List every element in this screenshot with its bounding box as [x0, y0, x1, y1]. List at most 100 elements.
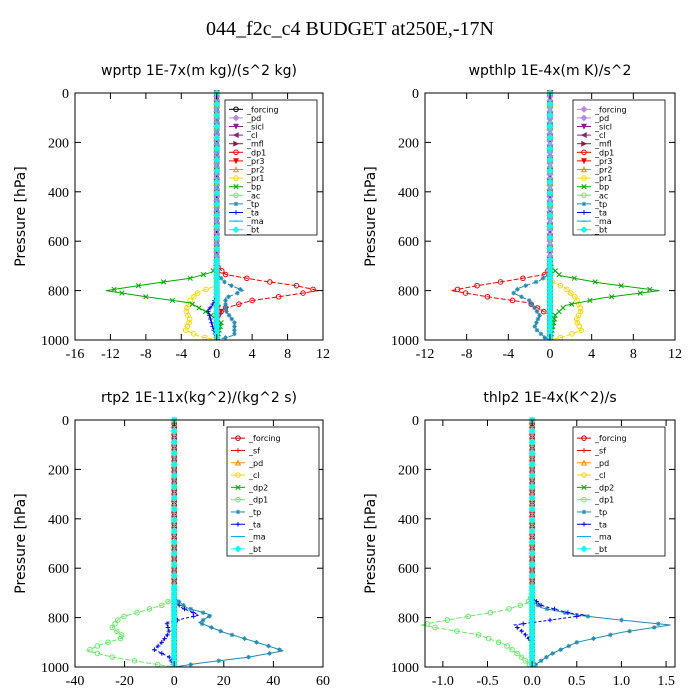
legend-box [224, 99, 318, 236]
y-axis-label: Pressure [hPa] [363, 166, 379, 266]
data-point [226, 313, 232, 318]
x-tick-label: 40 [266, 674, 280, 689]
data-point [155, 643, 161, 649]
data-point [540, 308, 547, 315]
x-tick-label: 0 [547, 347, 554, 362]
y-tick-label: 800 [398, 285, 419, 300]
data-point [528, 527, 536, 535]
legend-marker [235, 435, 241, 441]
data-point [169, 297, 176, 304]
data-point [200, 610, 206, 615]
data-point [523, 283, 528, 288]
data-point [191, 293, 197, 300]
data-point [277, 647, 282, 653]
series-line [85, 420, 175, 668]
series-bt [528, 416, 536, 668]
data-point [529, 301, 535, 307]
legend-label: _bp [246, 183, 261, 192]
legend-label: _pr1 [246, 174, 264, 183]
data-point [135, 283, 142, 289]
legend-marker [232, 114, 240, 122]
legend-label: _tp [246, 200, 259, 209]
panel-2: wpthlp 1E-4x(m K)/s^2 Pressure [hPa] -12 -8… [363, 63, 682, 362]
data-point [607, 632, 613, 638]
data-point [182, 606, 187, 612]
legend-marker [580, 545, 588, 553]
data-point [213, 178, 221, 186]
legend-marker [580, 226, 588, 234]
data-point [224, 309, 229, 314]
y-tick-label: 400 [48, 186, 69, 201]
data-point [186, 316, 193, 322]
legend-marker [233, 149, 239, 156]
data-point [229, 632, 235, 638]
data-point [546, 211, 554, 219]
legend-marker [581, 123, 587, 130]
series-line [105, 93, 222, 341]
panel-title: rtp2 1E-11x(kg^2)/(kg^2 s) [101, 390, 297, 406]
x-tick-label: 12 [316, 347, 330, 362]
legend-label: _ma [594, 533, 612, 542]
legend-label: _pr1 [594, 174, 612, 183]
legend-marker [233, 210, 239, 215]
data-point [170, 527, 178, 535]
data-point [592, 279, 598, 285]
x-tick-label: 8 [630, 347, 637, 362]
panel-1: wprtp 1E-7x(m kg)/(s^2 kg) Pressure [hPa]… [13, 63, 330, 362]
data-point [515, 287, 520, 292]
legend-label: _dp1 [594, 148, 614, 157]
data-point [528, 538, 536, 546]
legend-label: _forcing [246, 105, 279, 114]
legend-marker [581, 448, 587, 453]
x-tick-label: -12 [416, 347, 435, 362]
data-point [170, 438, 178, 446]
legend-marker [233, 175, 239, 181]
y-tick-label: 0 [412, 87, 419, 102]
x-tick-label: 1.5 [657, 674, 675, 689]
data-point [222, 279, 227, 285]
data-point [528, 472, 536, 480]
y-tick-label: 0 [412, 414, 419, 429]
legend: _forcing _sf _pd _cl _dp2 _dp1 _tp _ta _ma _bt [572, 426, 666, 557]
data-point [94, 650, 101, 657]
legend-marker [580, 459, 588, 466]
legend-label: _dp2 [248, 483, 268, 492]
data-point [534, 320, 539, 326]
data-point [587, 297, 593, 304]
data-point [535, 316, 541, 322]
data-point [300, 290, 306, 296]
plot-frame [74, 92, 324, 341]
data-point [213, 222, 221, 230]
data-point [562, 610, 568, 615]
data-point [484, 293, 491, 300]
legend-marker [581, 149, 587, 156]
series-line [450, 93, 551, 340]
data-point [118, 632, 125, 638]
legend-label: _cl [594, 131, 606, 140]
legend-label: _sf [248, 446, 260, 455]
data-point [454, 628, 460, 634]
x-tick-label: 60 [316, 674, 330, 689]
legend-label: _cl [248, 471, 260, 480]
legend-label: _ma [246, 217, 264, 226]
data-point [564, 286, 570, 293]
data-point [546, 245, 554, 253]
data-point [213, 189, 221, 197]
data-point [246, 654, 251, 660]
x-tick-label: 0 [213, 347, 220, 362]
legend-label: _pr2 [246, 166, 264, 175]
data-point [267, 279, 273, 285]
x-tick-label: -0.5 [476, 674, 498, 689]
data-point [170, 572, 178, 580]
data-point [191, 614, 196, 619]
legend-label: _bt [594, 226, 607, 235]
data-point [537, 313, 542, 318]
data-point [232, 320, 237, 326]
data-point [546, 122, 554, 130]
data-point [165, 625, 171, 630]
x-tick-label: -8 [461, 347, 473, 362]
y-tick-label: 800 [398, 612, 419, 627]
data-point [627, 628, 632, 634]
data-point [528, 438, 536, 446]
